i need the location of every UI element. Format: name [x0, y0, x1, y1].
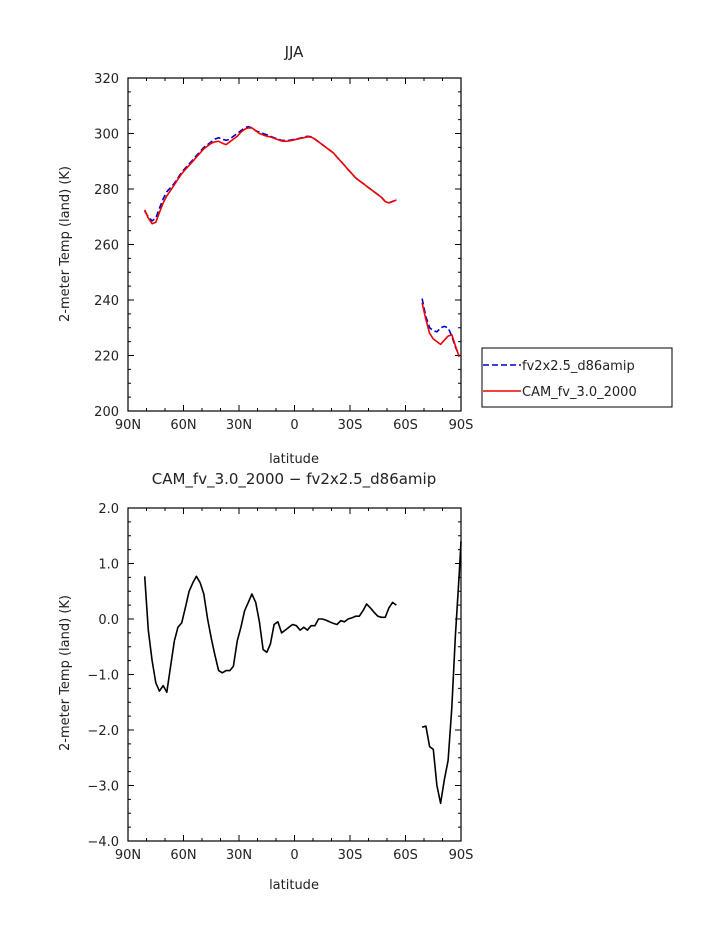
top-chart-y-tick-label: 200 — [94, 405, 119, 420]
top-chart-x-tick-label: 90N — [115, 418, 141, 433]
top-chart-x-tick-label: 30S — [338, 418, 363, 433]
top-chart-y-tick-label: 300 — [94, 128, 119, 143]
bottom-chart-title: CAM_fv_3.0_2000 − fv2x2.5_d86amip — [152, 470, 437, 489]
top-chart-y-tick-label: 220 — [94, 350, 119, 365]
bottom-chart-x-axis-title: latitude — [269, 878, 319, 893]
bottom-chart-x-tick-label: 90N — [115, 848, 141, 863]
bottom-chart-ticks: 90N 60N 30N 0 30S 60S 90S −4.0 −3.0 −2.0 −1.0 0.0 1.… — [87, 502, 473, 863]
top-chart-panel: JJA 90N 60N 30N 0 30S 60S 90S 200 220 240 260 280 30… — [58, 43, 673, 467]
top-chart-title: JJA — [284, 43, 305, 61]
top-chart-lines — [143, 125, 460, 358]
bottom-chart-panel: CAM_fv_3.0_2000 − fv2x2.5_d86amip 90N 60N… — [58, 470, 473, 893]
bottom-chart-y-tick-label: −1.0 — [87, 669, 119, 684]
bottom-chart-y-tick-label: 1.0 — [98, 558, 119, 573]
legend-label-fv2x2-5: fv2x2.5_d86amip — [522, 359, 635, 374]
bottom-chart-x-tick-label: 60N — [170, 848, 196, 863]
top-chart-y-axis-title: 2-meter Temp (land) (K) — [58, 166, 73, 322]
top-chart-y-tick-label: 280 — [94, 183, 119, 198]
bottom-chart-x-tick-label: 30N — [226, 848, 252, 863]
bottom-chart-plot-area — [127, 507, 462, 842]
top-chart-y-tick-label: 240 — [94, 294, 119, 309]
bottom-chart-series-0-line-segment-0 — [143, 575, 397, 694]
bottom-chart-series-0-line-segment-1 — [421, 541, 462, 805]
top-chart-ticks: 90N 60N 30N 0 30S 60S 90S 200 220 240 260 280 300 320 — [94, 72, 473, 433]
bottom-chart-y-tick-label: −4.0 — [87, 835, 119, 850]
top-chart-x-axis-title: latitude — [269, 452, 319, 467]
bottom-chart-y-tick-label: −2.0 — [87, 724, 119, 739]
top-chart-series-1-line-segment-0 — [143, 127, 397, 225]
bottom-chart-y-axis-title: 2-meter Temp (land) (K) — [58, 595, 73, 751]
top-chart-x-tick-label: 0 — [290, 418, 298, 433]
bottom-chart-y-tick-label: 2.0 — [98, 502, 119, 517]
top-chart-plot-area — [127, 77, 462, 412]
bottom-chart-y-tick-label: −3.0 — [87, 780, 119, 795]
bottom-chart-x-tick-label: 90S — [449, 848, 474, 863]
bottom-chart-lines — [143, 541, 462, 805]
bottom-chart-x-tick-label: 0 — [290, 848, 298, 863]
top-chart-y-tick-label: 320 — [94, 72, 119, 87]
top-chart-x-tick-label: 60N — [170, 418, 196, 433]
top-chart-legend: fv2x2.5_d86amip CAM_fv_3.0_2000 — [481, 347, 673, 408]
bottom-chart-y-tick-label: 0.0 — [98, 613, 119, 628]
bottom-chart-x-tick-label: 60S — [393, 848, 418, 863]
top-chart-y-tick-label: 260 — [94, 239, 119, 254]
top-chart-x-tick-label: 90S — [449, 418, 474, 433]
legend-label-cam-fv: CAM_fv_3.0_2000 — [522, 385, 637, 400]
legend-box — [481, 347, 673, 408]
top-chart-x-tick-label: 60S — [393, 418, 418, 433]
top-chart-series-1-line-segment-1 — [421, 302, 460, 358]
top-chart-x-tick-label: 30N — [226, 418, 252, 433]
bottom-chart-x-tick-label: 30S — [338, 848, 363, 863]
